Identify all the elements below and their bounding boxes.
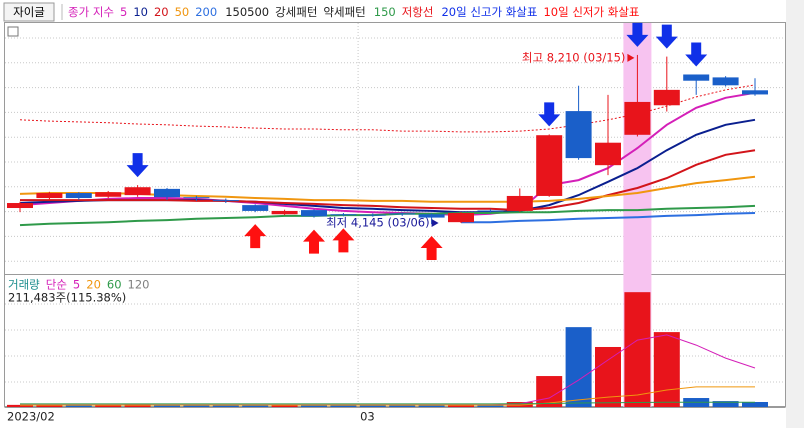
legend-entry: 120 xyxy=(128,278,150,292)
moving-average-line xyxy=(461,212,756,224)
volume-bar xyxy=(742,402,768,407)
volume-bar xyxy=(36,404,63,407)
signal-arrow xyxy=(244,224,267,249)
volume-bar xyxy=(65,405,92,407)
volume-bar xyxy=(154,404,180,407)
candle-body xyxy=(712,77,739,86)
volume-bar xyxy=(271,404,298,407)
volume-bar xyxy=(389,405,416,407)
moving-average-line xyxy=(20,149,756,212)
signal-arrow xyxy=(538,102,561,127)
legend-label: 거래량 xyxy=(8,278,40,292)
volume-bar xyxy=(448,404,474,407)
candle-body xyxy=(565,111,592,159)
high-annotation-arrow xyxy=(627,53,635,62)
mark-layer xyxy=(7,22,768,407)
signal-arrow xyxy=(303,229,325,254)
candle-body xyxy=(7,203,33,209)
volume-average-line xyxy=(20,386,755,406)
candle-body xyxy=(477,210,504,212)
legend-entry: 200 xyxy=(195,5,217,19)
volume-bar xyxy=(565,327,592,407)
volume-average-line xyxy=(20,401,755,405)
x-tick-label: 2023/02 xyxy=(7,410,55,424)
signal-arrow xyxy=(626,22,649,47)
legend-entry: 약세패턴 xyxy=(323,5,365,19)
stock-name: 자이글 xyxy=(13,5,45,19)
high-annotation: 최고 8,210 (03/15) xyxy=(522,50,626,64)
candle-body xyxy=(212,200,239,202)
legend-entry: 20 xyxy=(86,278,101,292)
legend-entry: 저항선 xyxy=(402,5,434,19)
legend-entry: 5 xyxy=(120,5,127,19)
signal-arrow xyxy=(420,236,443,261)
legend-label: 종가 지수 xyxy=(68,5,114,19)
candle-body xyxy=(683,74,710,81)
volume-bar xyxy=(477,404,504,407)
legend-entry: 20일 신고가 화살표 xyxy=(441,5,537,19)
volume-bar xyxy=(183,405,210,407)
stock-name-button[interactable] xyxy=(3,2,55,22)
volume-bar xyxy=(330,405,357,407)
volume-bar xyxy=(7,404,33,407)
candle-body xyxy=(242,205,269,211)
volume-bar xyxy=(712,401,739,407)
candle-body xyxy=(536,135,563,196)
volume-bar xyxy=(212,405,239,407)
candle-body xyxy=(506,195,533,211)
candle-body xyxy=(330,214,357,216)
volume-bar xyxy=(418,405,445,407)
volume-bar xyxy=(359,405,386,407)
volume-info: 211,483주(115.38%) xyxy=(8,291,126,305)
candle-body xyxy=(301,210,327,217)
candle-body xyxy=(359,214,386,216)
legend-label: 단순 xyxy=(46,278,67,292)
moving-average-line xyxy=(19,204,756,227)
low-annotation-arrow xyxy=(431,219,439,228)
candle-body xyxy=(624,101,651,135)
legend-entry: 150500 xyxy=(225,5,269,19)
candle-body xyxy=(36,193,63,199)
candle-body xyxy=(271,210,298,215)
volume-bar xyxy=(242,404,269,407)
legend-entry: 강세패턴 xyxy=(275,5,317,19)
volume-bar xyxy=(624,292,651,407)
signal-arrow xyxy=(332,228,355,253)
legend-entry: 150 xyxy=(374,5,396,19)
candle-body xyxy=(124,187,151,196)
label-layer: 2023/02 03 최고 8,210 (03/15) 최저 4,145 (03/06… xyxy=(7,4,639,424)
legend-entry: 50 xyxy=(175,5,190,19)
legend-entry: 60 xyxy=(107,278,122,292)
candle-body xyxy=(65,193,92,199)
volume-bar xyxy=(95,404,122,407)
legend-entry: 10일 신저가 화살표 xyxy=(543,5,639,19)
candle-body xyxy=(183,197,210,199)
volume-bar xyxy=(506,402,533,407)
candle-body xyxy=(95,192,122,197)
x-tick-label: 03 xyxy=(360,410,375,424)
candle-body xyxy=(389,213,416,215)
panel-icon[interactable] xyxy=(7,26,19,37)
volume-bar xyxy=(301,404,327,407)
candle-body xyxy=(595,142,621,166)
right-margin xyxy=(786,0,804,428)
volume-bar xyxy=(653,332,680,407)
signal-arrow xyxy=(126,153,149,178)
signal-arrow xyxy=(685,42,708,67)
legend-entry: 10 xyxy=(133,5,148,19)
candle-body xyxy=(418,214,445,218)
candle-body xyxy=(448,213,474,223)
signal-arrow xyxy=(655,24,678,49)
candle-body xyxy=(154,188,180,198)
low-annotation: 최저 4,145 (03/06) xyxy=(326,216,430,230)
legend-entry: 5 xyxy=(73,278,80,292)
candle-body xyxy=(653,89,680,106)
moving-average-line xyxy=(19,91,756,217)
legend-entry: 20 xyxy=(154,5,169,19)
candle-body xyxy=(742,90,768,95)
